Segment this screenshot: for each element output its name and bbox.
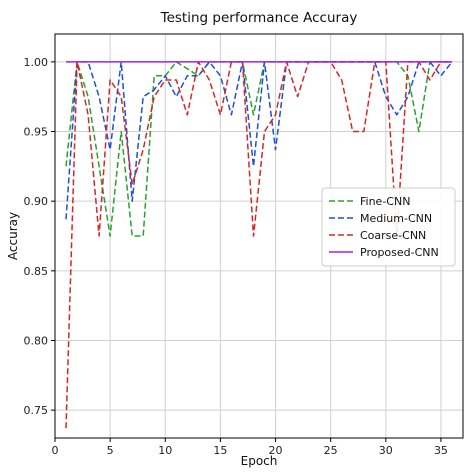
- x-tick-label: 5: [107, 444, 114, 457]
- x-tick-label: 25: [324, 444, 338, 457]
- y-tick-label: 0.95: [24, 126, 49, 139]
- legend-label-proposed-cnn: Proposed-CNN: [360, 246, 439, 259]
- x-axis-ticks: 0 5 10 15 20 25 30 35: [52, 438, 448, 457]
- legend-label-fine-cnn: Fine-CNN: [360, 195, 410, 208]
- y-axis-ticks: 0.75 0.80 0.85 0.90 0.95 1.00: [24, 56, 55, 417]
- legend-label-coarse-cnn: Coarse-CNN: [360, 229, 426, 242]
- y-tick-label: 0.80: [24, 334, 49, 347]
- x-tick-label: 15: [213, 444, 227, 457]
- series-lines: [65, 61, 453, 429]
- x-tick-label: 30: [379, 444, 393, 457]
- x-tick-label: 10: [158, 444, 172, 457]
- x-tick-label: 35: [434, 444, 448, 457]
- plot-frame: [54, 33, 464, 439]
- y-tick-label: 1.00: [24, 56, 49, 69]
- chart-title: Testing performance Accuray: [160, 10, 358, 26]
- x-tick-label: 20: [269, 444, 283, 457]
- legend-label-medium-cnn: Medium-CNN: [360, 212, 432, 225]
- legend-box: [321, 187, 456, 267]
- y-tick-label: 0.85: [24, 265, 49, 278]
- y-tick-label: 0.75: [24, 404, 49, 417]
- y-tick-label: 0.90: [24, 195, 49, 208]
- legend: Fine-CNN Medium-CNN Coarse-CNN Proposed-CNN: [321, 187, 456, 267]
- x-axis-label: Epoch: [241, 454, 278, 468]
- series-line-coarse-cnn: [65, 61, 452, 429]
- y-axis-label: Accuray: [6, 212, 20, 260]
- x-tick-label: 0: [52, 444, 59, 457]
